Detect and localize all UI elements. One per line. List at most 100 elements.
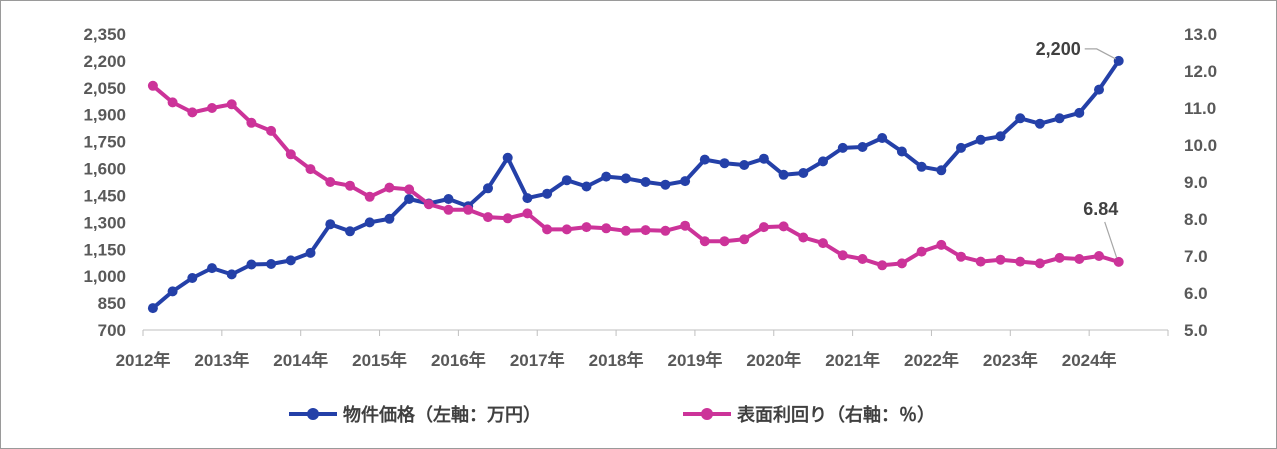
- series-line: [151, 84, 1120, 268]
- right-tick-label: 12.0: [1184, 62, 1217, 81]
- data-point: [640, 225, 651, 236]
- data-point: [857, 254, 868, 264]
- data-point: [167, 286, 178, 297]
- data-point: [1074, 107, 1085, 118]
- data-point: [837, 142, 848, 153]
- data-point: [226, 99, 237, 110]
- data-point: [423, 199, 434, 210]
- data-point: [995, 254, 1006, 265]
- data-point: [818, 238, 828, 249]
- data-point: [1113, 55, 1124, 66]
- right-tick-label: 10.0: [1184, 136, 1217, 155]
- data-point: [443, 204, 454, 215]
- left-tick-label: 2,200: [83, 52, 126, 71]
- x-tick-label: 2014年: [273, 350, 328, 370]
- data-point: [483, 183, 493, 194]
- data-point: [285, 149, 296, 160]
- data-point: [226, 269, 237, 280]
- right-tick-label: 7.0: [1184, 247, 1208, 266]
- data-point: [561, 175, 572, 186]
- data-point: [542, 188, 553, 199]
- data-point: [975, 134, 986, 145]
- series-yield: [147, 80, 1124, 271]
- legend-marker: [307, 408, 319, 420]
- data-point: [1015, 256, 1026, 267]
- data-point: [620, 173, 631, 184]
- data-point: [699, 154, 710, 165]
- data-point: [601, 223, 612, 234]
- legend: 物件価格（左軸：万円） 表面利回り（右軸：％）: [289, 404, 935, 425]
- data-point: [1094, 251, 1104, 261]
- x-tick-label: 2013年: [194, 350, 249, 370]
- x-tick-label: 2012年: [116, 350, 171, 370]
- left-tick-label: 2,350: [83, 25, 126, 44]
- data-point: [936, 239, 947, 250]
- data-point: [522, 193, 533, 204]
- data-point: [581, 181, 592, 192]
- left-tick-label: 2,050: [83, 79, 126, 98]
- data-point: [936, 165, 947, 176]
- data-point: [680, 220, 691, 231]
- right-tick-label: 11.0: [1184, 99, 1216, 118]
- data-point: [956, 142, 966, 153]
- data-point: [147, 80, 158, 91]
- data-point: [1074, 254, 1085, 264]
- data-point: [581, 222, 592, 233]
- data-point: [877, 133, 888, 143]
- data-point: [1015, 113, 1026, 124]
- data-point: [522, 208, 533, 219]
- data-point: [187, 273, 198, 283]
- data-point: [778, 169, 789, 180]
- data-point: [404, 194, 415, 204]
- data-point: [345, 226, 355, 237]
- left-tick-label: 850: [98, 294, 126, 313]
- x-tick-label: 2024年: [1062, 350, 1117, 370]
- x-tick-label: 2019年: [668, 350, 723, 370]
- data-point: [502, 213, 513, 224]
- data-point: [246, 259, 257, 270]
- data-label: 2,200: [1036, 39, 1081, 59]
- left-tick-label: 1,750: [83, 133, 126, 152]
- right-axis-ticks: 5.0 6.0 7.0 8.0 9.0 10.0 11.0 12.0 13.0: [1184, 25, 1217, 340]
- data-point: [502, 152, 513, 163]
- data-label: 6.84: [1083, 199, 1118, 219]
- left-tick-label: 700: [98, 321, 126, 340]
- data-point: [443, 194, 454, 204]
- legend-marker: [701, 408, 713, 420]
- data-point: [680, 176, 691, 187]
- data-point: [325, 219, 336, 230]
- data-point: [483, 212, 493, 223]
- data-point: [1054, 252, 1065, 263]
- series-line: [151, 59, 1121, 310]
- x-tick-label: 2020年: [746, 350, 801, 370]
- annotations: 2,200 6.84: [1036, 39, 1118, 259]
- data-point: [207, 103, 217, 113]
- data-point: [975, 256, 986, 267]
- data-point: [305, 164, 316, 175]
- data-point: [620, 225, 631, 236]
- right-tick-label: 5.0: [1184, 321, 1208, 340]
- data-point: [916, 246, 927, 257]
- data-point: [956, 251, 966, 262]
- legend-label: 物件価格（左軸：万円）: [343, 404, 541, 425]
- data-point: [147, 303, 158, 314]
- right-tick-label: 6.0: [1184, 284, 1208, 303]
- right-tick-label: 13.0: [1184, 25, 1217, 44]
- data-point: [640, 177, 651, 187]
- data-point: [542, 224, 553, 235]
- left-tick-label: 1,300: [83, 213, 126, 232]
- data-point: [739, 234, 750, 245]
- data-point: [995, 131, 1006, 142]
- data-point: [798, 232, 809, 243]
- legend-item: 表面利回り（右軸：％）: [683, 404, 935, 425]
- x-tick-label: 2017年: [510, 350, 565, 370]
- data-point: [857, 142, 868, 152]
- data-point: [739, 160, 750, 170]
- left-axis-ticks: 700 850 1,000 1,150 1,300 1,450 1,600 1,750 1,90…: [83, 25, 126, 340]
- data-point: [818, 156, 828, 167]
- data-point: [601, 171, 612, 182]
- data-point: [699, 236, 710, 247]
- data-point: [404, 184, 415, 195]
